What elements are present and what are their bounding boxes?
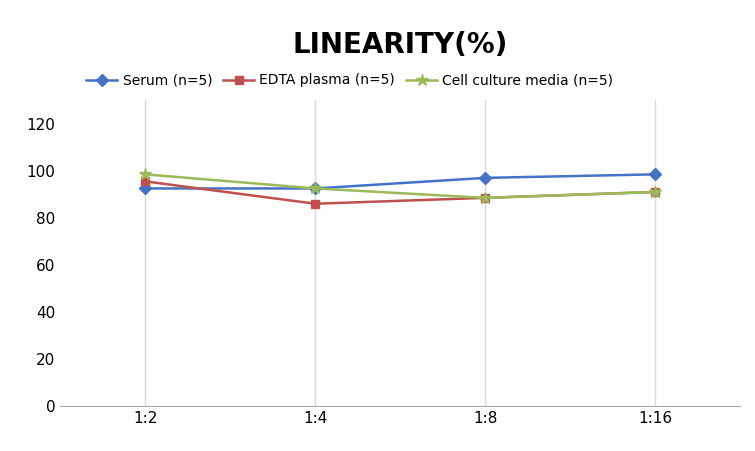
Legend: Serum (n=5), EDTA plasma (n=5), Cell culture media (n=5): Serum (n=5), EDTA plasma (n=5), Cell cul… <box>81 68 619 93</box>
Serum (n=5) <box>480 175 489 180</box>
Serum (n=5) <box>140 186 149 191</box>
Serum (n=5) <box>650 172 660 177</box>
Line: Serum (n=5): Serum (n=5) <box>141 170 659 193</box>
Cell culture media (n=5) <box>140 172 149 177</box>
Line: EDTA plasma (n=5): EDTA plasma (n=5) <box>141 177 659 208</box>
Serum (n=5) <box>311 186 320 191</box>
Text: LINEARITY(%): LINEARITY(%) <box>292 31 508 59</box>
EDTA plasma (n=5) <box>650 189 660 195</box>
Cell culture media (n=5) <box>311 186 320 191</box>
Line: Cell culture media (n=5): Cell culture media (n=5) <box>139 168 661 204</box>
Cell culture media (n=5) <box>650 189 660 195</box>
EDTA plasma (n=5) <box>480 195 489 201</box>
EDTA plasma (n=5) <box>140 179 149 184</box>
EDTA plasma (n=5) <box>311 201 320 207</box>
Cell culture media (n=5) <box>480 195 489 201</box>
